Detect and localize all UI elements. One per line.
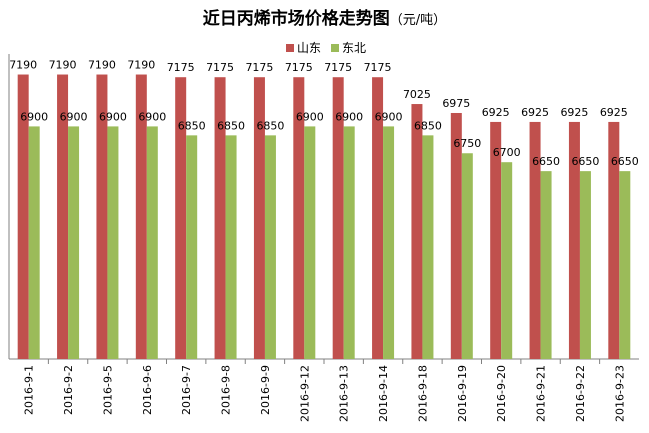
data-label-dongbei: 6650 xyxy=(571,155,599,168)
bar-shandong xyxy=(608,121,620,360)
data-label-shandong: 7175 xyxy=(324,61,352,74)
data-label-shandong: 7175 xyxy=(285,61,313,74)
data-label-shandong: 7175 xyxy=(206,61,234,74)
legend-swatch-dongbei xyxy=(331,44,339,52)
bar-shandong xyxy=(529,121,541,360)
x-tick-label: 2016-9-7 xyxy=(180,365,193,415)
bar-shandong xyxy=(17,74,29,359)
bar-shandong xyxy=(253,77,265,360)
bar-dongbei xyxy=(28,126,40,359)
data-label-dongbei: 6900 xyxy=(20,110,48,123)
data-label-shandong: 7190 xyxy=(49,59,77,72)
x-tick-label: 2016-9-8 xyxy=(220,365,233,415)
data-label-shandong: 7175 xyxy=(245,61,273,74)
bar-dongbei xyxy=(501,162,513,359)
x-tick-label: 2016-9-18 xyxy=(416,365,429,422)
x-tick-label: 2016-9-19 xyxy=(456,365,469,422)
x-tick-label: 2016-9-22 xyxy=(574,365,587,422)
x-tick-label: 2016-9-2 xyxy=(62,365,75,415)
data-label-dongbei: 6900 xyxy=(99,110,127,123)
bar-dongbei xyxy=(68,126,80,359)
x-tick-label: 2016-9-12 xyxy=(298,365,311,422)
bar-dongbei xyxy=(383,126,395,359)
data-label-dongbei: 6850 xyxy=(256,119,284,132)
bar-dongbei xyxy=(579,171,591,359)
legend-label-shandong: 山东 xyxy=(297,41,321,55)
data-label-dongbei: 6900 xyxy=(60,110,88,123)
data-label-dongbei: 6750 xyxy=(453,137,481,150)
data-label-dongbei: 6900 xyxy=(375,110,403,123)
bar-dongbei xyxy=(107,126,119,359)
bar-dongbei xyxy=(304,126,316,359)
data-label-dongbei: 6850 xyxy=(178,119,206,132)
bar-shandong xyxy=(175,77,187,360)
x-tick-label: 2016-9-13 xyxy=(338,365,351,422)
data-label-dongbei: 6900 xyxy=(335,110,363,123)
data-label-shandong: 6925 xyxy=(560,106,588,119)
x-tick-label: 2016-9-14 xyxy=(377,365,390,422)
bar-dongbei xyxy=(422,135,434,359)
data-label-shandong: 7190 xyxy=(127,59,155,72)
data-label-shandong: 7190 xyxy=(9,59,37,72)
legend-swatch-shandong xyxy=(286,44,294,52)
data-label-shandong: 7175 xyxy=(364,61,392,74)
bar-shandong xyxy=(293,77,305,360)
bar-dongbei xyxy=(225,135,237,359)
bar-dongbei xyxy=(619,171,631,359)
data-label-dongbei: 6650 xyxy=(532,155,560,168)
bar-dongbei xyxy=(146,126,158,359)
x-tick-label: 2016-9-5 xyxy=(101,365,114,415)
bar-dongbei xyxy=(461,153,473,359)
data-label-shandong: 6975 xyxy=(442,97,470,110)
chart-title-unit: （元/吨） xyxy=(390,13,446,28)
bar-shandong xyxy=(214,77,226,360)
data-label-dongbei: 6900 xyxy=(296,110,324,123)
bar-dongbei xyxy=(343,126,355,359)
x-tick-label: 2016-9-20 xyxy=(495,365,508,422)
x-tick-label: 2016-9-1 xyxy=(23,365,36,415)
data-label-shandong: 6925 xyxy=(482,106,510,119)
bar-shandong xyxy=(490,121,502,360)
data-label-dongbei: 6900 xyxy=(138,110,166,123)
x-tick-label: 2016-9-9 xyxy=(259,365,272,415)
bar-shandong xyxy=(135,74,147,359)
legend: 山东 东北 xyxy=(286,41,366,55)
bar-dongbei xyxy=(264,135,276,359)
data-label-shandong: 6925 xyxy=(600,106,628,119)
x-tick-label: 2016-9-6 xyxy=(141,365,154,415)
data-label-dongbei: 6650 xyxy=(611,155,639,168)
x-tick-label: 2016-9-21 xyxy=(535,365,548,422)
bar-shandong xyxy=(332,77,344,360)
bar-shandong xyxy=(96,74,108,359)
data-label-shandong: 7190 xyxy=(88,59,116,72)
data-label-dongbei: 6850 xyxy=(414,119,442,132)
chart-title-main: 近日丙烯市场价格走势图 xyxy=(203,8,390,29)
data-label-shandong: 6925 xyxy=(521,106,549,119)
bar-shandong xyxy=(57,74,69,359)
bar-dongbei xyxy=(540,171,552,359)
data-label-dongbei: 6850 xyxy=(217,119,245,132)
data-label-shandong: 7025 xyxy=(403,88,431,101)
data-label-shandong: 7175 xyxy=(167,61,195,74)
bar-shandong xyxy=(372,77,384,360)
data-label-dongbei: 6700 xyxy=(493,146,521,159)
legend-label-dongbei: 东北 xyxy=(342,41,366,55)
bar-shandong xyxy=(411,104,423,359)
x-tick-label: 2016-9-23 xyxy=(613,365,626,422)
bar-dongbei xyxy=(186,135,198,359)
plot-area: 7190 6900 2016-9-1 7190 6900 2016-9-2 7190 6900… xyxy=(8,54,639,422)
bar-shandong xyxy=(568,121,580,360)
chart-title: 近日丙烯市场价格走势图（元/吨） xyxy=(203,8,446,29)
bar-shandong xyxy=(450,112,462,359)
